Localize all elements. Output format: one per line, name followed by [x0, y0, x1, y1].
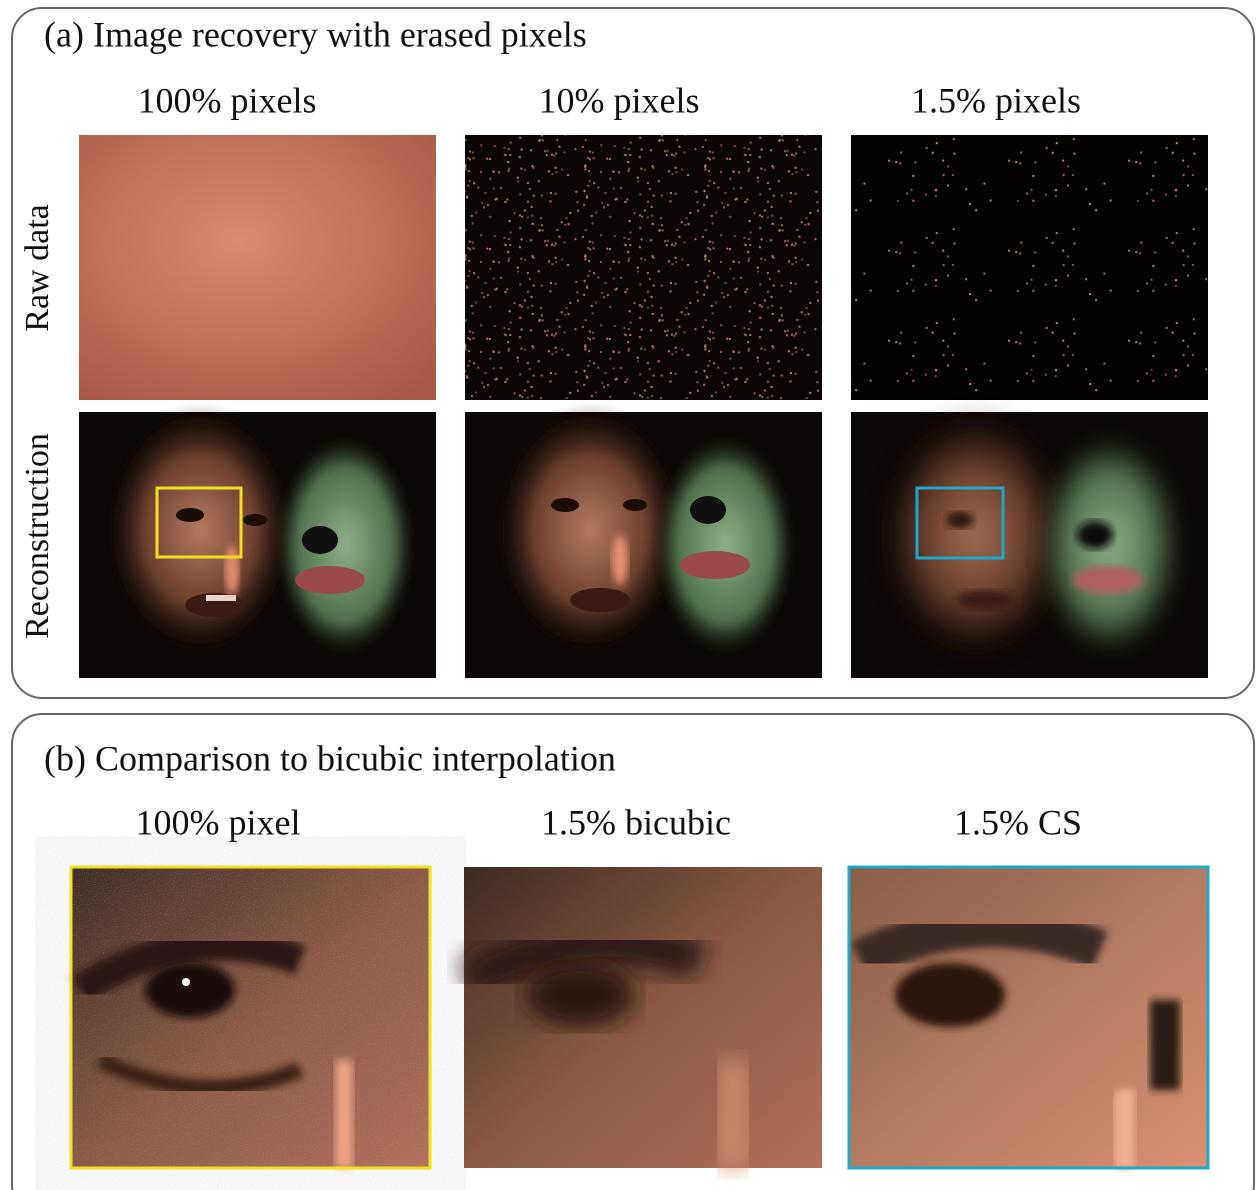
column-header: 10% pixels — [539, 80, 700, 120]
figure: (a) Image recovery with erased pixels 10… — [0, 0, 1256, 1190]
zoom-image — [71, 867, 430, 1168]
zoom-image — [464, 867, 822, 1168]
column-header: 100% pixel — [136, 802, 301, 842]
row-label: Reconstruction — [19, 433, 56, 639]
raw-speckle — [851, 135, 1208, 400]
panel-title: (b) Comparison to bicubic interpolation — [44, 738, 616, 778]
column-header: 1.5% CS — [954, 802, 1082, 842]
column-header: 1.5% pixels — [911, 80, 1081, 120]
raw-speckle — [465, 135, 822, 400]
panel-title: (a) Image recovery with erased pixels — [44, 14, 587, 54]
reconstruction-image — [851, 410, 1208, 678]
column-header: 100% pixels — [138, 80, 317, 120]
column-header: 1.5% bicubic — [541, 802, 731, 842]
reconstruction-image — [79, 405, 436, 678]
zoom-image — [849, 867, 1208, 1168]
reconstruction-image — [465, 405, 822, 678]
row-label: Raw data — [19, 204, 56, 331]
raw-image — [79, 135, 436, 400]
